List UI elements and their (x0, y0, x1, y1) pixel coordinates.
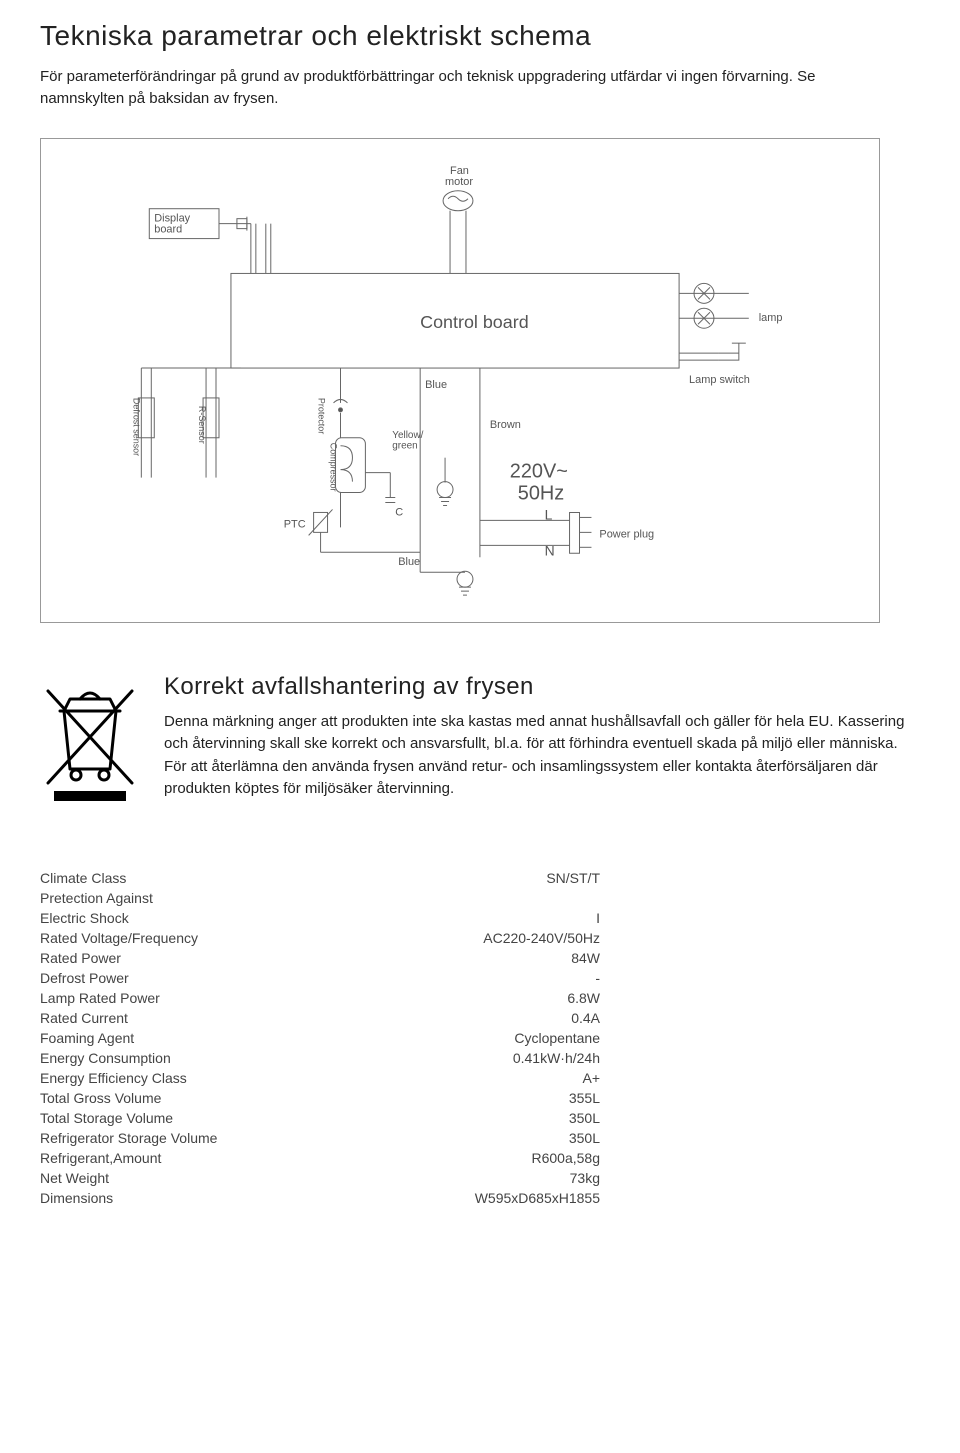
electrical-schematic: Control board Displayboard Fanmotor (40, 138, 880, 623)
compressor-label: Compressor (329, 442, 339, 491)
spec-row: Rated Voltage/FrequencyAC220-240V/50Hz (40, 928, 600, 948)
voltage-label: 220V~ (510, 460, 568, 482)
spec-value: 350L (340, 1108, 600, 1128)
spec-row: Pretection Against (40, 888, 600, 908)
spec-label: Rated Power (40, 948, 340, 968)
freq-label: 50Hz (518, 482, 564, 504)
spec-label: Dimensions (40, 1188, 340, 1208)
spec-row: Refrigerator Storage Volume350L (40, 1128, 600, 1148)
ptc-label: PTC (284, 518, 306, 530)
blue1-label: Blue (425, 378, 447, 390)
spec-value: 73kg (340, 1168, 600, 1188)
spec-label: Refrigerator Storage Volume (40, 1128, 340, 1148)
weee-icon (40, 673, 140, 808)
spec-row: Lamp Rated Power6.8W (40, 988, 600, 1008)
page-title: Tekniska parametrar och elektriskt schem… (40, 20, 920, 52)
spec-value: 350L (340, 1128, 600, 1148)
spec-value: A+ (340, 1068, 600, 1088)
spec-value: I (340, 908, 600, 928)
spec-value: R600a,58g (340, 1148, 600, 1168)
spec-label: Climate Class (40, 868, 340, 888)
brown-label: Brown (490, 418, 521, 430)
spec-label: Pretection Against (40, 888, 340, 908)
spec-value: 355L (340, 1088, 600, 1108)
intro-paragraph: För parameterförändringar på grund av pr… (40, 66, 890, 110)
svg-text:Yellow/green: Yellow/green (392, 429, 423, 451)
spec-label: Defrost Power (40, 968, 340, 988)
spec-label: Total Storage Volume (40, 1108, 340, 1128)
c-label: C (395, 506, 403, 518)
spec-label: Energy Consumption (40, 1048, 340, 1068)
spec-value: 6.8W (340, 988, 600, 1008)
display-board-label-2: board (154, 223, 182, 235)
svg-text:Fanmotor: Fanmotor (445, 164, 473, 187)
spec-value: 0.41kW·h/24h (340, 1048, 600, 1068)
spec-value: W595xD685xH1855 (340, 1188, 600, 1208)
protector-label: Protector (317, 397, 327, 433)
lamp-switch-label: Lamp switch (689, 373, 750, 385)
lamp-label: lamp (759, 312, 783, 324)
spec-row: Electric ShockI (40, 908, 600, 928)
disposal-paragraph: Denna märkning anger att produkten inte … (164, 711, 920, 801)
control-board-label: Control board (420, 312, 529, 332)
power-plug-label: Power plug (599, 528, 654, 540)
spec-value: AC220-240V/50Hz (340, 928, 600, 948)
defrost-sensor-label: Defrost sensor (131, 397, 141, 455)
spec-row: Total Storage Volume350L (40, 1108, 600, 1128)
spec-row: Total Gross Volume355L (40, 1088, 600, 1108)
disposal-subheading: Korrekt avfallshantering av frysen (164, 673, 920, 701)
spec-label: Refrigerant,Amount (40, 1148, 340, 1168)
spec-row: Foaming AgentCyclopentane (40, 1028, 600, 1048)
spec-label: Net Weight (40, 1168, 340, 1188)
n-label: N (545, 542, 555, 558)
spec-table: Climate ClassSN/ST/TPretection AgainstEl… (40, 868, 600, 1208)
spec-label: Energy Efficiency Class (40, 1068, 340, 1088)
spec-row: Refrigerant,AmountR600a,58g (40, 1148, 600, 1168)
spec-row: Rated Power84W (40, 948, 600, 968)
spec-row: Climate ClassSN/ST/T (40, 868, 600, 888)
spec-label: Electric Shock (40, 908, 340, 928)
spec-value: 0.4A (340, 1008, 600, 1028)
spec-label: Total Gross Volume (40, 1088, 340, 1108)
spec-value (340, 888, 600, 908)
spec-label: Foaming Agent (40, 1028, 340, 1048)
spec-value: 84W (340, 948, 600, 968)
spec-label: Lamp Rated Power (40, 988, 340, 1008)
spec-row: Net Weight73kg (40, 1168, 600, 1188)
spec-label: Rated Voltage/Frequency (40, 928, 340, 948)
spec-row: Energy Consumption0.41kW·h/24h (40, 1048, 600, 1068)
svg-text:Displayboard: Displayboard (154, 212, 190, 235)
spec-row: DimensionsW595xD685xH1855 (40, 1188, 600, 1208)
blue2-label: Blue (398, 556, 420, 568)
spec-value: - (340, 968, 600, 988)
spec-row: Energy Efficiency ClassA+ (40, 1068, 600, 1088)
rsensor-label: R-Sensor (197, 405, 207, 443)
spec-value: SN/ST/T (340, 868, 600, 888)
spec-value: Cyclopentane (340, 1028, 600, 1048)
spec-row: Rated Current0.4A (40, 1008, 600, 1028)
spec-label: Rated Current (40, 1008, 340, 1028)
spec-row: Defrost Power- (40, 968, 600, 988)
